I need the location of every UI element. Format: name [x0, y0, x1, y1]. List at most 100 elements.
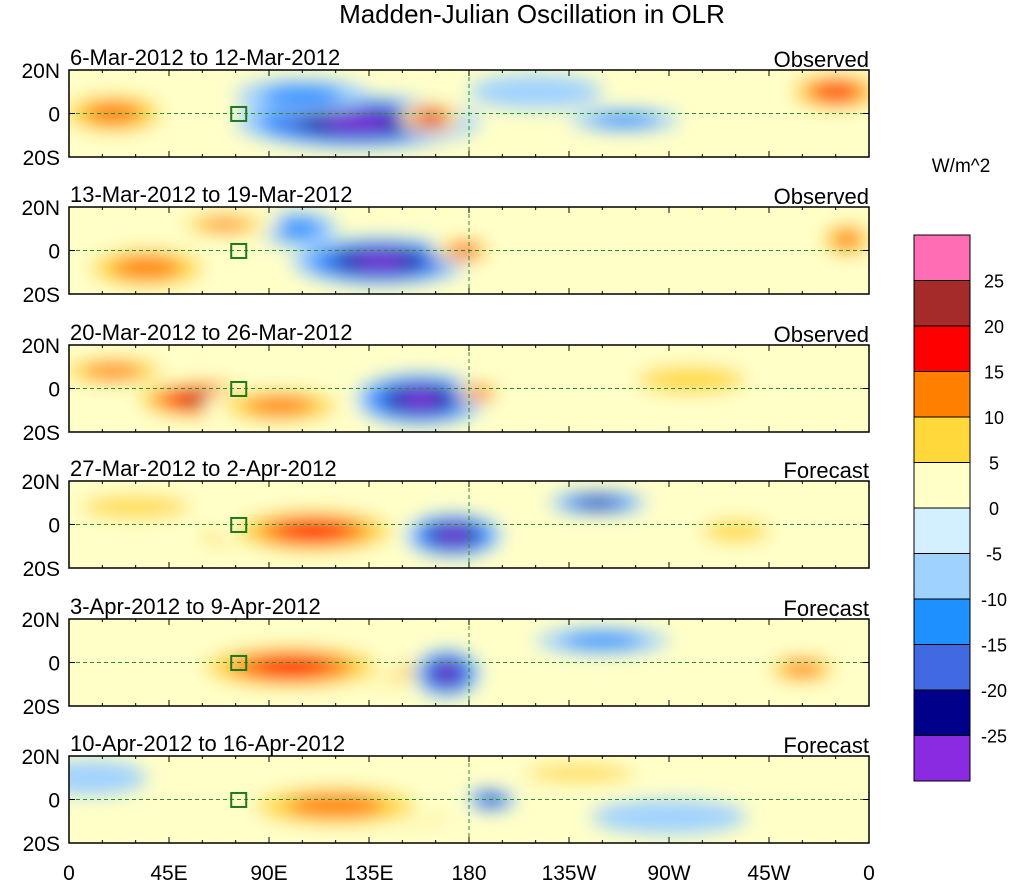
olr-anomaly-blob: [112, 256, 182, 280]
x-tick-label: 90W: [647, 862, 690, 885]
colorbar-level-label: 0: [989, 499, 999, 519]
y-tick-label: 20N: [21, 197, 60, 220]
colorbar-swatch: [913, 644, 971, 691]
y-tick-label: 0: [48, 379, 60, 402]
y-tick-label: 0: [48, 241, 60, 264]
panel-date-range: 20-Mar-2012 to 26-Mar-2012: [70, 320, 352, 345]
reference-box: [230, 380, 248, 397]
colorbar-level-label: -10: [981, 590, 1007, 610]
olr-anomaly-blob: [561, 632, 644, 649]
panel-date-range: 3-Apr-2012 to 9-Apr-2012: [70, 594, 321, 619]
olr-anomaly-blob: [437, 666, 457, 681]
colorbar: 25 20 15 10 5 0 -5 -10 -15 -20 -25: [913, 234, 1007, 782]
reference-box: [230, 105, 248, 122]
olr-anomaly-blob: [278, 521, 349, 541]
olr-anomaly-blob: [261, 85, 344, 107]
olr-anomaly-blob: [252, 657, 330, 676]
colorbar-level-label: -20: [981, 681, 1007, 701]
x-tick-label: 0: [863, 862, 875, 885]
x-tick-label: 135E: [344, 862, 393, 885]
olr-anomaly-blob: [472, 389, 488, 397]
olr-anomaly-blob: [439, 529, 468, 542]
colorbar-units-label: W/m^2: [932, 156, 991, 177]
y-tick-label: 20N: [21, 471, 60, 494]
olr-anomaly-blob: [199, 218, 250, 231]
y-tick-label: 20S: [23, 558, 60, 581]
colorbar-level-label: 25: [984, 272, 1004, 292]
olr-anomaly-blob: [782, 661, 823, 677]
y-tick-label: 0: [48, 790, 60, 813]
panel-date-range: 13-Mar-2012 to 19-Mar-2012: [70, 182, 352, 207]
x-tick-label: 135W: [542, 862, 597, 885]
reference-box: [230, 791, 248, 808]
olr-anomaly-blob: [816, 84, 855, 100]
colorbar-level-label: 5: [989, 454, 999, 474]
olr-anomaly-blob: [525, 765, 635, 782]
colorbar-swatch: [913, 234, 971, 281]
y-tick-label: 0: [48, 104, 60, 127]
colorbar-level-label: 20: [984, 317, 1004, 337]
colorbar-swatch: [913, 325, 971, 372]
colorbar-swatch: [913, 416, 971, 463]
olr-anomaly-blob: [69, 760, 147, 796]
olr-anomaly-blob: [422, 113, 441, 123]
panel-date-range: 27-Mar-2012 to 2-Apr-2012: [70, 456, 337, 481]
y-tick-label: 0: [48, 653, 60, 676]
olr-anomaly-blob: [401, 391, 440, 407]
olr-anomaly-blob: [286, 794, 386, 818]
olr-anomaly-blob: [80, 496, 191, 518]
panel-kind: Observed: [774, 47, 869, 72]
y-tick-label: 20N: [21, 335, 60, 358]
colorbar-swatch: [913, 371, 971, 418]
olr-anomaly-blob: [469, 74, 603, 110]
reference-box: [230, 242, 248, 259]
olr-anomaly-blob: [322, 114, 393, 130]
colorbar-level-label: 10: [984, 408, 1004, 428]
panel-kind: Observed: [774, 184, 869, 209]
colorbar-swatch: [913, 598, 971, 645]
olr-anomaly-blob: [701, 520, 770, 542]
panel-kind: Forecast: [783, 596, 869, 621]
x-tick-label: 45E: [150, 862, 187, 885]
y-tick-label: 20N: [21, 609, 60, 632]
olr-anomaly-blob: [354, 254, 406, 269]
panel-1: 20N 0 20S 6-Mar-2012 to 12-Mar-2012 Observed: [21, 45, 870, 170]
colorbar-swatch: [913, 280, 971, 327]
x-tick-label: 45W: [747, 862, 790, 885]
colorbar-level-label: 15: [984, 363, 1004, 383]
panel-date-range: 10-Apr-2012 to 16-Apr-2012: [70, 731, 345, 756]
panel-6: 20N 0 20S 10-Apr-2012 to 16-Apr-2012 Forecas…: [21, 731, 870, 856]
olr-anomaly-blob: [591, 799, 747, 835]
olr-anomaly-blob: [590, 113, 659, 127]
panels-group: 20N 0 20S 6-Mar-2012 to 12-Mar-2012 Observed…: [21, 45, 870, 856]
panel-2: 20N 0 20S 13-Mar-2012 to 19-Mar-2012 Observe…: [21, 182, 870, 307]
y-tick-label: 20S: [23, 284, 60, 307]
x-tick-label: 180: [451, 862, 486, 885]
x-axis: 0 45E 90E 135E 180 135W 90W 45W 0: [63, 862, 875, 885]
panel-4: 20N 0 20S 27-Mar-2012 to 2-Apr-2012 Forecast: [21, 456, 870, 581]
reference-box: [230, 654, 248, 671]
olr-anomaly-blob: [636, 366, 746, 394]
colorbar-level-label: -5: [986, 545, 1002, 565]
y-tick-label: 20N: [21, 746, 60, 769]
y-tick-label: 20S: [23, 147, 60, 170]
panel-kind: Forecast: [783, 733, 869, 758]
panel-date-range: 6-Mar-2012 to 12-Mar-2012: [70, 45, 340, 70]
colorbar-swatch: [913, 462, 971, 509]
chart-title: Madden-Julian Oscillation in OLR: [339, 0, 725, 29]
y-tick-label: 20S: [23, 422, 60, 445]
colorbar-level-label: -25: [981, 727, 1007, 747]
olr-anomaly-blob: [831, 229, 862, 250]
y-tick-label: 20S: [23, 833, 60, 856]
colorbar-swatch: [913, 689, 971, 736]
colorbar-level-label: -15: [981, 636, 1007, 656]
x-tick-label: 0: [63, 862, 75, 885]
colorbar-swatch: [913, 553, 971, 600]
olr-anomaly-blob: [273, 218, 323, 240]
colorbar-swatch: [913, 735, 971, 782]
reference-box: [230, 516, 248, 533]
panel-5: 20N 0 20S 3-Apr-2012 to 9-Apr-2012 Forecast: [21, 594, 870, 719]
olr-anomaly-blob: [245, 396, 315, 416]
y-tick-label: 20S: [23, 696, 60, 719]
